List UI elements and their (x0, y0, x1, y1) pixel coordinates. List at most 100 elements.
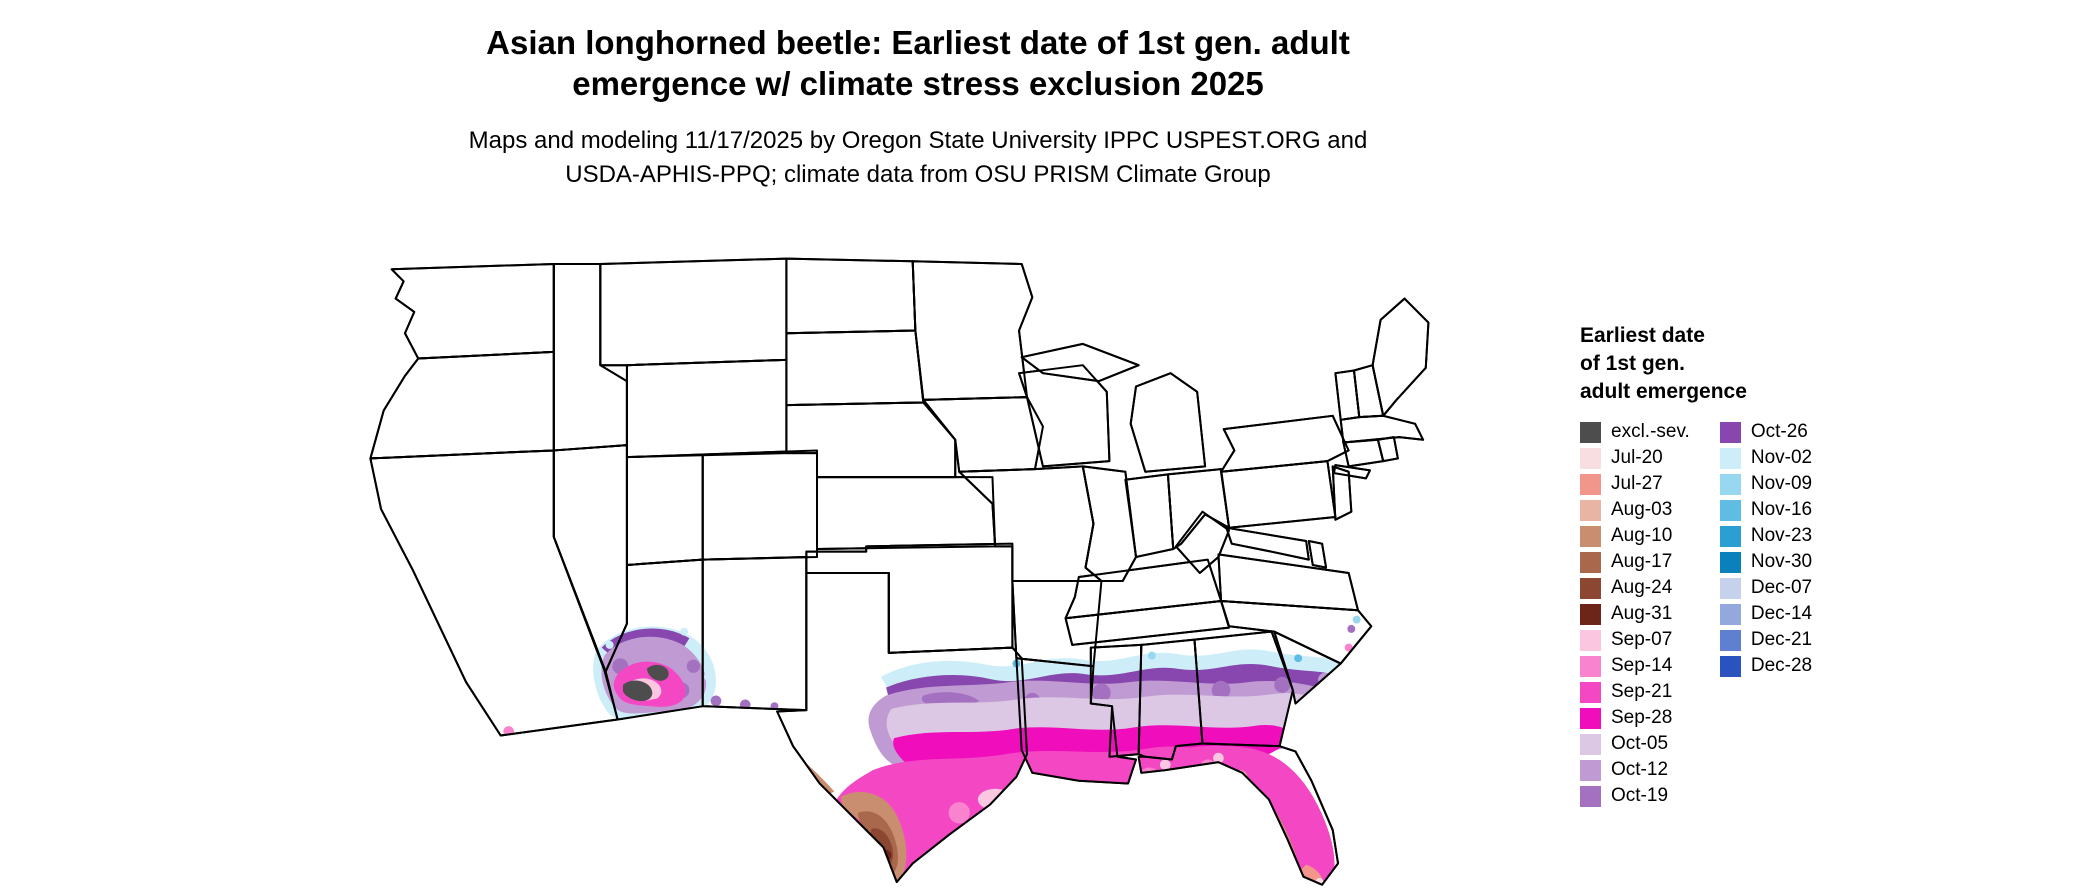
region-oct-19 (710, 695, 722, 707)
region-excl-sev (646, 664, 669, 681)
legend-label: Sep-21 (1611, 681, 1673, 702)
legend-entry: Sep-28 (1580, 705, 1690, 731)
state-shape (1220, 414, 1350, 473)
state-shape (369, 350, 555, 460)
state-shape (1225, 526, 1310, 561)
legend-entry: Aug-10 (1580, 523, 1690, 549)
state-shape (1217, 553, 1359, 612)
legend-entry: Sep-21 (1580, 679, 1690, 705)
legend-label: Dec-28 (1750, 655, 1813, 676)
legend-swatch (1580, 759, 1601, 781)
legend-label: Nov-16 (1750, 499, 1813, 520)
state-shape (911, 260, 1034, 401)
legend-swatch (1580, 733, 1601, 755)
legend-swatch (1580, 551, 1601, 573)
legend-swatch (1719, 499, 1741, 521)
state-borders-layer (369, 257, 1430, 886)
legend-entry: Dec-21 (1719, 627, 1813, 653)
region-oct-19 (1274, 676, 1291, 693)
legend-entry: Dec-07 (1719, 575, 1812, 601)
legend-swatch (1719, 629, 1741, 651)
legend-swatch (1580, 499, 1601, 521)
legend-swatch (1719, 447, 1741, 469)
legend-entry: Oct-05 (1580, 731, 1690, 757)
legend-swatch (1580, 629, 1601, 651)
legend-swatch (1580, 421, 1601, 443)
region-nov-16 (1294, 654, 1303, 663)
legend-swatch (1580, 785, 1601, 807)
region-sep-07 (1108, 784, 1122, 799)
state-shape (625, 358, 788, 459)
legend-swatch (1580, 603, 1601, 625)
us-map-svg (369, 257, 1430, 886)
legend-entry: Dec-14 (1719, 601, 1812, 627)
legend-label: Oct-05 (1611, 733, 1669, 754)
legend-entry: excl.-sev. (1580, 419, 1690, 445)
region-sep-14 (1291, 710, 1305, 724)
state-shape (1129, 372, 1207, 473)
subtitle-line-2: USDA-APHIS-PPQ; climate data from OSU PR… (565, 161, 1271, 188)
state-shape (1225, 526, 1310, 561)
region-oct-19 (1092, 683, 1111, 703)
legend-label: Dec-21 (1750, 629, 1813, 650)
legend-heading-line-1: Earliest date (1580, 324, 1705, 347)
state-shape (1307, 540, 1328, 569)
state-shape (816, 476, 997, 551)
map-legend: Earliest date of 1st gen. adult emergenc… (1580, 322, 1812, 809)
legend-heading-line-3: adult emergence (1580, 380, 1747, 403)
legend-swatch (1580, 525, 1601, 547)
legend-columns: excl.-sev. Jul-20 Jul-27 Aug-03 Aug-10 Aug-17… (1580, 419, 1812, 809)
legend-column-1: excl.-sev. Jul-20 Jul-27 Aug-03 Aug-10 Aug-17… (1580, 419, 1690, 809)
state-shape (1220, 414, 1350, 473)
legend-swatch (1719, 655, 1741, 677)
region-sep-14 (1344, 643, 1353, 652)
legend-label: Nov-23 (1750, 525, 1813, 546)
legend-label: Aug-17 (1611, 551, 1673, 572)
region-nov-09 (1352, 615, 1361, 624)
legend-entry: Sep-07 (1580, 627, 1690, 653)
figure-subtitle: Maps and modeling 11/17/2025 by Oregon S… (469, 124, 1368, 192)
legend-label: Aug-03 (1611, 499, 1673, 520)
state-shape (911, 260, 1034, 401)
legend-label: Aug-24 (1611, 577, 1673, 598)
region-excl-sev (622, 680, 653, 702)
legend-label: Oct-12 (1611, 759, 1669, 780)
legend-column-2: Oct-26 Nov-02 Nov-09 Nov-16 Nov-23 Nov-30 Dec-… (1719, 419, 1813, 809)
legend-label: Jul-27 (1611, 473, 1663, 494)
legend-entry: Oct-19 (1580, 783, 1690, 809)
legend-entry: Aug-31 (1580, 601, 1690, 627)
legend-label: Nov-30 (1750, 551, 1813, 572)
region-sep-07 (1213, 752, 1224, 764)
legend-entry: Dec-28 (1719, 653, 1813, 679)
state-shape (1193, 630, 1294, 748)
legend-entry: Nov-23 (1719, 523, 1813, 549)
region-sep-14 (1199, 759, 1216, 776)
legend-entry: Aug-17 (1580, 549, 1690, 575)
legend-swatch (1580, 655, 1601, 677)
legend-entry: Aug-03 (1580, 497, 1690, 523)
legend-label: Aug-31 (1611, 603, 1673, 624)
state-shape (701, 449, 819, 561)
state-shape (701, 449, 819, 561)
legend-swatch (1719, 603, 1741, 625)
state-shape (625, 453, 704, 566)
legend-swatch (1580, 707, 1601, 729)
title-line-1: Asian longhorned beetle: Earliest date o… (486, 24, 1350, 61)
state-shape (1371, 297, 1430, 417)
state-shape (1129, 372, 1207, 473)
legend-swatch (1719, 525, 1741, 547)
legend-label: Nov-09 (1750, 473, 1813, 494)
legend-entry: Aug-24 (1580, 575, 1690, 601)
state-shape (1376, 436, 1399, 463)
legend-label: Oct-26 (1750, 421, 1808, 442)
legend-entry: Nov-16 (1719, 497, 1813, 523)
legend-label: Jul-20 (1611, 447, 1663, 468)
legend-entry: Nov-02 (1719, 445, 1813, 471)
legend-label: Sep-28 (1611, 707, 1673, 728)
subtitle-line-1: Maps and modeling 11/17/2025 by Oregon S… (468, 127, 1368, 154)
legend-swatch (1580, 473, 1601, 495)
state-shape (599, 257, 788, 367)
legend-label: Nov-02 (1750, 447, 1813, 468)
legend-label: Sep-07 (1611, 629, 1673, 650)
legend-entry: Nov-30 (1719, 549, 1813, 575)
